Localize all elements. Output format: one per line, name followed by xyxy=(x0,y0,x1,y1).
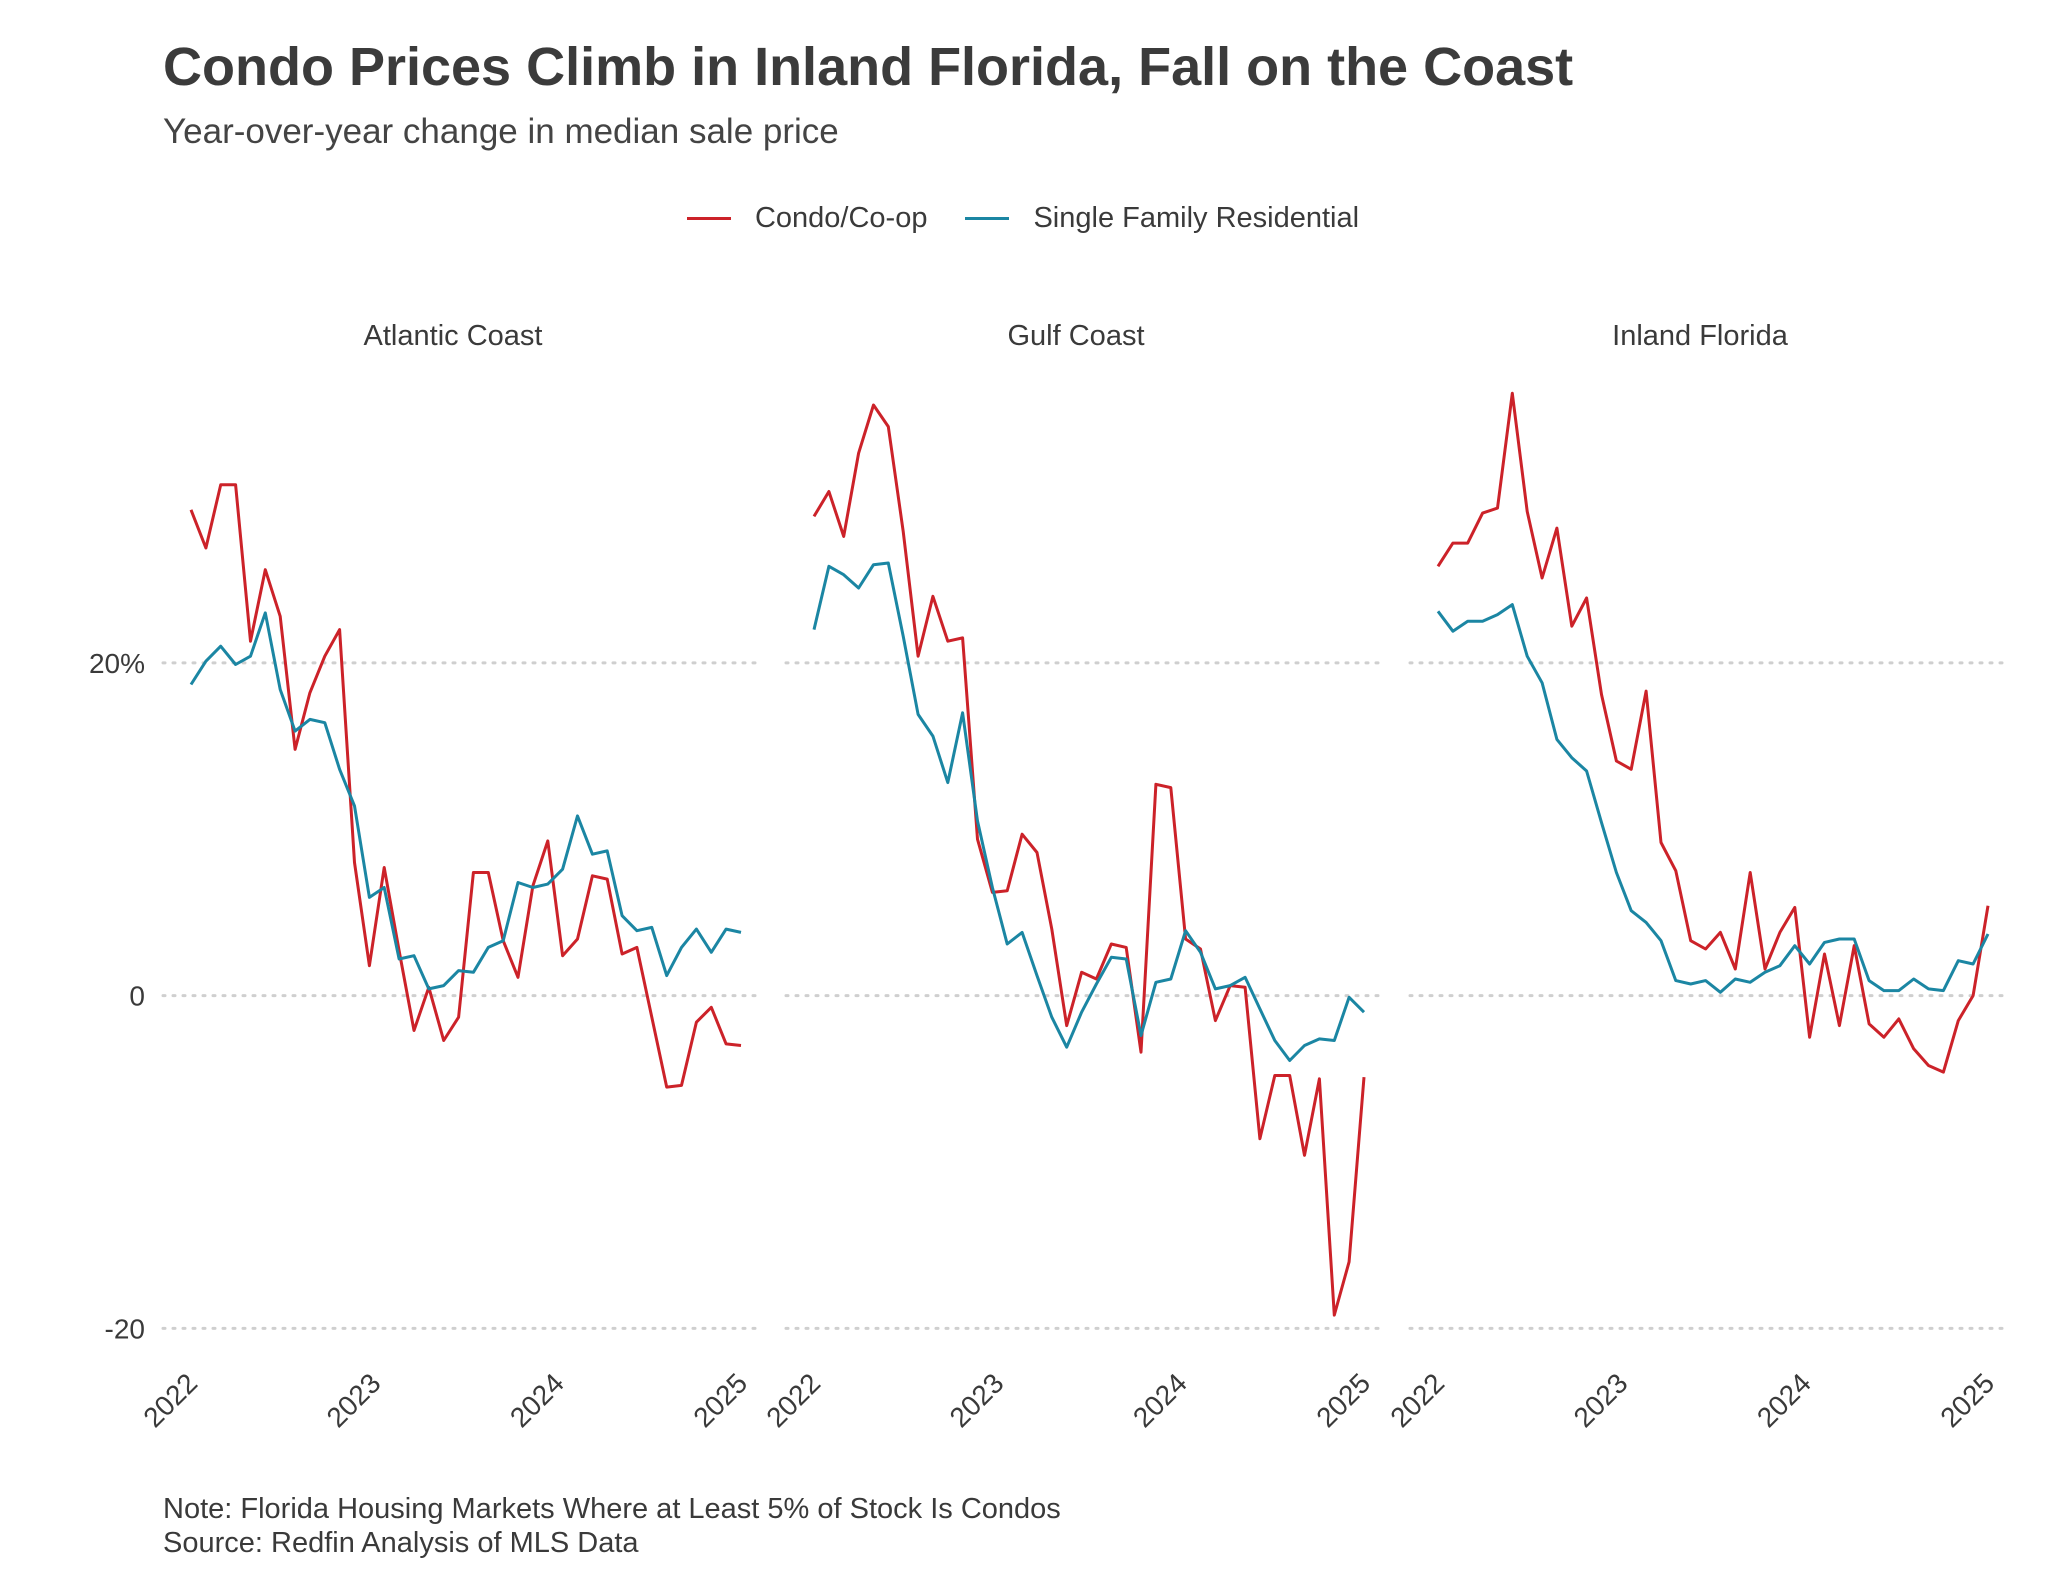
legend-item-condo: Condo/Co-op xyxy=(686,202,928,235)
note-text: Note: Florida Housing Markets Where at L… xyxy=(163,1493,1061,1525)
legend-swatch-single-family xyxy=(965,217,1010,220)
chart-title: Condo Prices Climb in Inland Florida, Fa… xyxy=(163,37,1574,97)
chart-subtitle: Year-over-year change in median sale pri… xyxy=(163,112,839,151)
x-tick-label: 2022 xyxy=(1384,1367,1450,1433)
x-tick-label: 2025 xyxy=(1310,1367,1376,1433)
x-tick-label: 2024 xyxy=(1127,1367,1193,1433)
legend-item-single-family: Single Family Residential xyxy=(965,202,1359,235)
panel-title: Gulf Coast xyxy=(1008,320,1145,352)
x-tick-label: 2022 xyxy=(760,1367,826,1433)
legend-label-single-family: Single Family Residential xyxy=(1033,202,1360,234)
x-tick-label: 2025 xyxy=(1934,1367,2000,1433)
series-line-single-family-residential xyxy=(812,561,1366,1062)
x-tick-label: 2023 xyxy=(944,1367,1010,1433)
legend: Condo/Co-op Single Family Residential xyxy=(0,202,2048,235)
x-tick-label: 2024 xyxy=(504,1367,570,1433)
x-tick-label: 2023 xyxy=(321,1367,387,1433)
y-tick-label: -20 xyxy=(105,1313,145,1344)
x-tick-label: 2024 xyxy=(1751,1367,1817,1433)
panel-title: Inland Florida xyxy=(1612,320,1789,352)
footnotes: Note: Florida Housing Markets Where at L… xyxy=(163,1492,1061,1560)
legend-swatch-condo xyxy=(686,217,731,220)
x-tick-label: 2023 xyxy=(1568,1367,1634,1433)
x-tick-label: 2022 xyxy=(137,1367,203,1433)
series-line-condo-co-op xyxy=(812,403,1366,1317)
series-line-single-family-residential xyxy=(189,611,742,991)
y-tick-label: 20% xyxy=(89,648,145,679)
series-line-single-family-residential xyxy=(1436,603,1990,994)
source-text: Source: Redfin Analysis of MLS Data xyxy=(163,1527,639,1559)
x-tick-label: 2025 xyxy=(687,1367,753,1433)
panel-title: Atlantic Coast xyxy=(364,320,543,352)
series-line-condo-co-op xyxy=(189,483,742,1089)
legend-label-condo: Condo/Co-op xyxy=(754,202,928,234)
y-tick-label: 0 xyxy=(129,981,145,1012)
series-line-condo-co-op xyxy=(1436,391,1990,1074)
